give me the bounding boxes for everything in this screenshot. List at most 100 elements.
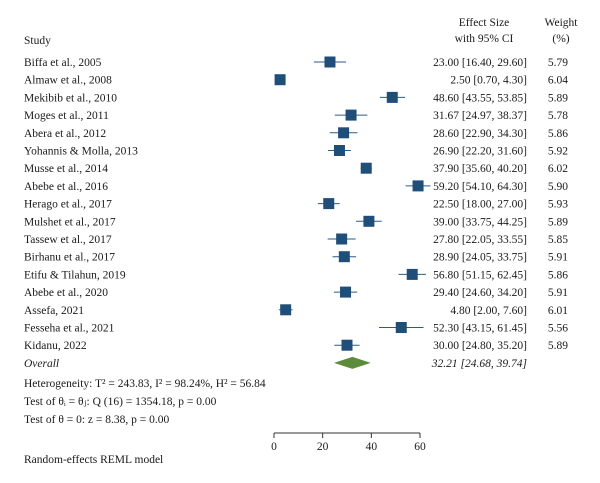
effect-size-marker (412, 180, 424, 192)
effect-size-ci-text: 28.60 [22.90, 34.30] (433, 128, 527, 140)
study-row: Etifu & Tilahun, 2019 56.80 [51.15, 62.45… (24, 268, 568, 281)
test-zero-effect-text: Test of θ = 0: z = 8.38, p = 0.00 (24, 414, 169, 426)
effect-size-ci-text: 31.67 [24.97, 38.37] (433, 110, 527, 122)
study-name: Almaw et al., 2008 (24, 75, 112, 87)
effect-size-ci-text: 29.40 [24.60, 34.20] (433, 287, 527, 299)
effect-size-header-line2: with 95% CI (455, 33, 514, 45)
effect-size-marker (341, 339, 353, 351)
x-axis-tick-label: 20 (317, 441, 329, 453)
study-row: Abebe et al., 2020 29.40 [24.60, 34.20] 5.… (24, 286, 568, 299)
study-name: Musse et al., 2014 (24, 163, 108, 175)
study-row: Yohannis & Molla, 2013 26.90 [22.20, 31.6… (24, 145, 568, 158)
study-name: Mulshet et al., 2017 (24, 216, 116, 228)
effect-size-header-line1: Effect Size (459, 17, 510, 29)
heterogeneity-text: Heterogeneity: T² = 243.83, I² = 98.24%,… (24, 378, 266, 390)
effect-size-ci-text: 59.20 [54.10, 64.30] (433, 181, 527, 193)
weight-text: 5.79 (548, 57, 568, 69)
table-header: Study Effect Size with 95% CI Weight (%) (24, 17, 578, 47)
effect-size-marker (323, 198, 335, 210)
weight-text: 6.04 (548, 75, 568, 87)
study-name: Abebe et al., 2020 (24, 287, 108, 299)
effect-size-marker (345, 109, 357, 121)
effect-size-marker (340, 286, 352, 298)
weight-header-line2: (%) (552, 33, 569, 45)
effect-size-marker (338, 127, 350, 139)
study-row: Abebe et al., 2016 59.20 [54.10, 64.30] 5.… (24, 180, 568, 193)
weight-text: 5.91 (548, 287, 568, 299)
study-row: Herago et al., 2017 22.50 [18.00, 27.00] 5… (24, 198, 568, 211)
effect-size-ci-text: 28.90 [24.05, 33.75] (433, 252, 527, 264)
study-name: Birhanu et al., 2017 (24, 252, 115, 264)
effect-size-ci-text: 23.00 [16.40, 29.60] (433, 57, 527, 69)
weight-text: 6.01 (548, 305, 568, 317)
weight-text: 5.89 (548, 340, 568, 352)
weight-text: 5.85 (548, 234, 568, 246)
study-column-header: Study (24, 35, 51, 47)
x-axis-tick-label: 0 (271, 441, 277, 453)
weight-header-line1: Weight (545, 17, 579, 29)
study-name: Tassew et al., 2017 (24, 234, 112, 246)
weight-text: 5.89 (548, 216, 568, 228)
statistics-block: Heterogeneity: T² = 243.83, I² = 98.24%,… (24, 378, 266, 426)
test-equal-effects-text: Test of θᵢ = θⱼ: Q (16) = 1354.18, p = 0… (24, 396, 217, 408)
study-row: Assefa, 2021 4.80 [2.00, 7.60] 6.01 (24, 304, 568, 317)
study-name: Herago et al., 2017 (24, 199, 112, 211)
effect-size-ci-text: 27.80 [22.05, 33.55] (433, 234, 527, 246)
weight-text: 5.86 (548, 128, 568, 140)
study-name: Yohannis & Molla, 2013 (24, 146, 138, 158)
study-row: Almaw et al., 2008 2.50 [0.70, 4.30] 6.04 (24, 74, 568, 87)
study-row: Mekibib et al., 2010 48.60 [43.55, 53.85]… (24, 91, 568, 104)
overall-label: Overall (24, 358, 59, 370)
study-row: Moges et al., 2011 31.67 [24.97, 38.37] 5.… (24, 109, 568, 122)
effect-size-marker (395, 322, 407, 333)
effect-size-ci-text: 4.80 [2.00, 7.60] (450, 305, 527, 317)
effect-size-ci-text: 30.00 [24.80, 35.20] (433, 340, 527, 352)
x-axis: 0 20 40 60 (271, 432, 426, 453)
study-name: Abera et al., 2012 (24, 128, 106, 140)
effect-size-marker (274, 74, 286, 86)
effect-size-marker (363, 215, 375, 227)
study-name: Biffa et al., 2005 (24, 57, 102, 69)
x-axis-tick-label: 40 (366, 441, 378, 453)
effect-size-ci-text: 52.30 [43.15, 61.45] (433, 323, 527, 335)
effect-size-ci-text: 56.80 [51.15, 62.45] (433, 269, 527, 281)
study-row: Kidanu, 2022 30.00 [24.80, 35.20] 5.89 (24, 339, 568, 352)
effect-size-marker (386, 91, 398, 103)
effect-size-marker (336, 233, 348, 245)
weight-text: 5.92 (548, 146, 568, 158)
overall-row: Overall 32.21 [24.68, 39.74] (24, 356, 527, 370)
study-row: Mulshet et al., 2017 39.00 [33.75, 44.25]… (24, 215, 568, 228)
effect-size-ci-text: 26.90 [22.20, 31.60] (433, 146, 527, 158)
effect-size-ci-text: 48.60 [43.55, 53.85] (433, 92, 527, 104)
study-name: Moges et al., 2011 (24, 110, 109, 122)
study-name: Fesseha et al., 2021 (24, 323, 115, 335)
weight-text: 5.56 (548, 323, 568, 335)
study-row: Musse et al., 2014 37.90 [35.60, 40.20] 6.… (24, 162, 568, 175)
effect-size-marker (406, 268, 418, 280)
study-row: Fesseha et al., 2021 52.30 [43.15, 61.45]… (24, 322, 568, 335)
effect-size-marker (324, 56, 336, 68)
weight-text: 5.86 (548, 269, 568, 281)
weight-text: 6.02 (548, 163, 568, 175)
effect-size-ci-text: 39.00 [33.75, 44.25] (433, 216, 527, 228)
weight-text: 5.90 (548, 181, 568, 193)
effect-size-ci-text: 22.50 [18.00, 27.00] (433, 199, 527, 211)
effect-size-marker (280, 304, 292, 316)
overall-ci-text: 32.21 [24.68, 39.74] (431, 358, 527, 370)
study-name: Abebe et al., 2016 (24, 181, 108, 193)
weight-text: 5.78 (548, 110, 568, 122)
study-name: Assefa, 2021 (24, 305, 84, 317)
x-axis-tick-label: 60 (414, 441, 426, 453)
weight-text: 5.91 (548, 252, 568, 264)
study-row: Biffa et al., 2005 23.00 [16.40, 29.60] 5.… (24, 56, 568, 69)
study-rows: Biffa et al., 2005 23.00 [16.40, 29.60] 5.… (24, 56, 568, 352)
study-name: Etifu & Tilahun, 2019 (24, 269, 126, 281)
model-footnote: Random-effects REML model (24, 454, 163, 466)
effect-size-marker (338, 251, 350, 263)
effect-size-ci-text: 2.50 [0.70, 4.30] (450, 75, 527, 87)
effect-size-ci-text: 37.90 [35.60, 40.20] (433, 163, 527, 175)
study-name: Kidanu, 2022 (24, 340, 87, 352)
overall-diamond (334, 356, 371, 369)
study-row: Birhanu et al., 2017 28.90 [24.05, 33.75]… (24, 251, 568, 264)
